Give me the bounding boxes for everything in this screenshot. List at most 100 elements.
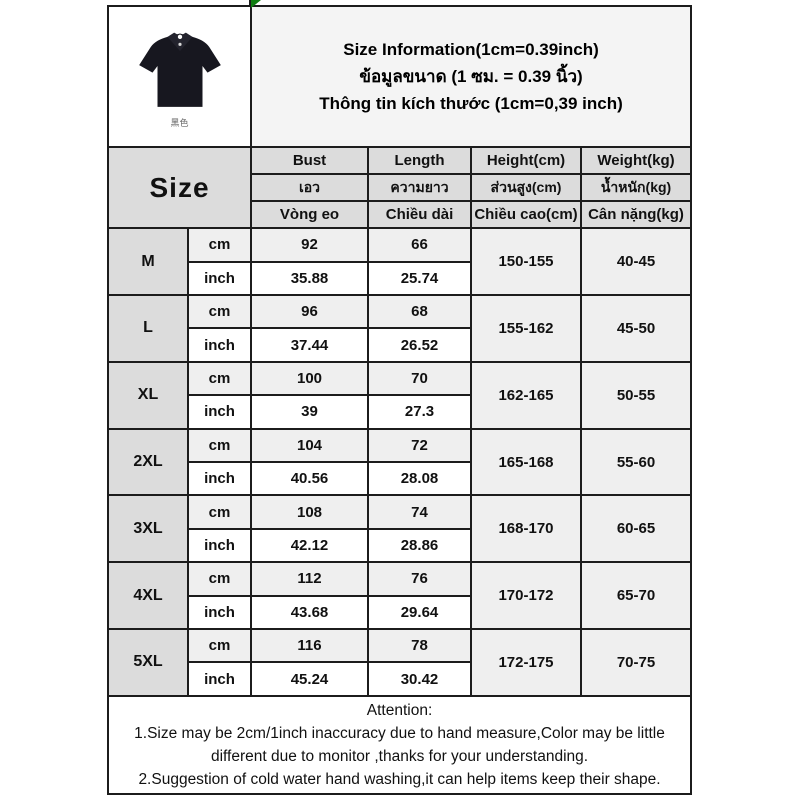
col-head-length-en: Length bbox=[367, 145, 472, 176]
length-inch-cell: 29.64 bbox=[367, 594, 472, 630]
bust-cm-cell: 112 bbox=[250, 561, 369, 597]
unit-inch-cell: inch bbox=[187, 661, 252, 697]
size-row-2xl-inch: inch 40.56 28.08 bbox=[108, 461, 691, 497]
bust-cm-cell: 104 bbox=[250, 427, 369, 464]
weight-range-cell: 55-60 bbox=[579, 427, 693, 497]
height-range-cell: 162-165 bbox=[470, 360, 582, 430]
attention-note-1: 1.Size may be 2cm/1inch inaccuracy due t… bbox=[134, 724, 665, 765]
size-row-2xl-cm: 2XL cm 104 72 165-168 55-60 bbox=[107, 427, 693, 497]
length-inch-cell: 26.52 bbox=[367, 327, 472, 363]
col-head-length-vi: Chiều dài bbox=[367, 200, 472, 230]
col-head-height-en: Height(cm) bbox=[470, 145, 582, 176]
col-head-weight-th: น้ำหนัก(kg) bbox=[579, 173, 693, 203]
title-line-th: ข้อมูลขนาด (1 ซม. = 0.39 นิ้ว) bbox=[359, 66, 583, 86]
length-cm-cell: 76 bbox=[367, 561, 472, 597]
unit-inch-cell: inch bbox=[187, 260, 252, 297]
unit-cm-cell: cm bbox=[187, 561, 252, 597]
size-row-4xl-cm: 4XL cm 112 76 170-172 65-70 bbox=[107, 561, 693, 630]
header-row-en: Size Bust Length Height(cm) Weight(kg) bbox=[107, 145, 693, 230]
length-inch-cell: 28.86 bbox=[367, 527, 472, 564]
size-chart-table: 黑色 Size Information(1cm=0.39inch) ข้อมูล… bbox=[106, 5, 693, 796]
height-range-cell: 172-175 bbox=[470, 627, 582, 697]
col-head-weight-vi: Cân nặng(kg) bbox=[579, 200, 693, 230]
height-range-cell: 155-162 bbox=[470, 294, 582, 363]
title-line-en: Size Information(1cm=0.39inch) bbox=[343, 39, 599, 59]
size-row-xl-inch: inch 39 27.3 bbox=[108, 394, 691, 430]
height-range-cell: 165-168 bbox=[470, 427, 582, 497]
length-cm-cell: 70 bbox=[367, 360, 472, 397]
weight-range-cell: 45-50 bbox=[579, 294, 693, 363]
unit-cm-cell: cm bbox=[187, 627, 252, 664]
unit-cm-cell: cm bbox=[187, 427, 252, 464]
size-label-cell: 5XL bbox=[107, 627, 189, 697]
attention-note-2: 2.Suggestion of cold water hand washing,… bbox=[138, 770, 661, 788]
bust-cm-cell: 92 bbox=[250, 227, 369, 263]
length-cm-cell: 74 bbox=[367, 494, 472, 530]
height-range-cell: 170-172 bbox=[470, 561, 582, 630]
bust-inch-cell: 45.24 bbox=[250, 661, 369, 697]
top-divider-stub bbox=[249, 0, 251, 7]
col-head-height-vi: Chiều cao(cm) bbox=[470, 200, 582, 230]
attention-row: Attention: 1.Size may be 2cm/1inch inacc… bbox=[106, 694, 693, 796]
weight-range-cell: 60-65 bbox=[579, 494, 693, 564]
product-image-cell: 黑色 bbox=[107, 5, 252, 148]
bust-cm-cell: 108 bbox=[250, 494, 369, 530]
bust-cm-cell: 100 bbox=[250, 360, 369, 397]
size-row-4xl-inch: inch 43.68 29.64 bbox=[108, 594, 691, 630]
size-row-xl-cm: XL cm 100 70 162-165 50-55 bbox=[107, 360, 693, 430]
col-head-bust-vi: Vòng eo bbox=[250, 200, 369, 230]
title-line-vi: Thông tin kích thước (1cm=0,39 inch) bbox=[319, 93, 623, 113]
size-label-cell: 4XL bbox=[107, 561, 189, 630]
size-row-5xl-inch: inch 45.24 30.42 bbox=[108, 661, 691, 697]
bust-inch-cell: 39 bbox=[250, 394, 369, 430]
header-row-vi: Vòng eo Chiều dài Chiều cao(cm) Cân nặng… bbox=[108, 200, 693, 230]
bust-inch-cell: 43.68 bbox=[250, 594, 369, 630]
unit-inch-cell: inch bbox=[187, 394, 252, 430]
unit-inch-cell: inch bbox=[187, 461, 252, 497]
col-head-length-th: ความยาว bbox=[367, 173, 472, 203]
black-polo-shirt-icon bbox=[138, 32, 221, 107]
height-range-cell: 168-170 bbox=[470, 494, 582, 564]
bust-inch-cell: 42.12 bbox=[250, 527, 369, 564]
length-cm-cell: 78 bbox=[367, 627, 472, 664]
length-cm-cell: 68 bbox=[367, 294, 472, 330]
length-inch-cell: 28.08 bbox=[367, 461, 472, 497]
size-label-cell: 3XL bbox=[107, 494, 189, 564]
bust-inch-cell: 37.44 bbox=[250, 327, 369, 363]
bust-cm-cell: 96 bbox=[250, 294, 369, 330]
weight-range-cell: 40-45 bbox=[579, 227, 693, 297]
unit-inch-cell: inch bbox=[187, 527, 252, 564]
bust-cm-cell: 116 bbox=[250, 627, 369, 664]
product-photo: 黑色 bbox=[110, 25, 249, 128]
length-inch-cell: 25.74 bbox=[367, 260, 472, 297]
bust-inch-cell: 40.56 bbox=[250, 461, 369, 497]
length-inch-cell: 30.42 bbox=[367, 661, 472, 697]
length-cm-cell: 66 bbox=[367, 227, 472, 263]
col-head-bust-th: เอว bbox=[250, 173, 369, 203]
unit-cm-cell: cm bbox=[187, 494, 252, 530]
weight-range-cell: 70-75 bbox=[579, 627, 693, 697]
attention-heading: Attention: bbox=[366, 701, 433, 719]
size-row-3xl-cm: 3XL cm 108 74 168-170 60-65 bbox=[107, 494, 693, 564]
size-label-cell: XL bbox=[107, 360, 189, 430]
title-row: 黑色 Size Information(1cm=0.39inch) ข้อมูล… bbox=[107, 5, 693, 148]
size-heading-cell: Size bbox=[107, 145, 252, 230]
size-row-l-inch: inch 37.44 26.52 bbox=[108, 327, 691, 363]
weight-range-cell: 50-55 bbox=[579, 360, 693, 430]
height-range-cell: 150-155 bbox=[470, 227, 582, 297]
col-head-bust-en: Bust bbox=[250, 145, 369, 176]
green-corner-artifact bbox=[251, 0, 261, 8]
size-info-title-cell: Size Information(1cm=0.39inch) ข้อมูลขนา… bbox=[249, 5, 693, 148]
unit-cm-cell: cm bbox=[187, 360, 252, 397]
col-head-height-th: ส่วนสูง(cm) bbox=[470, 173, 582, 203]
bust-inch-cell: 35.88 bbox=[250, 260, 369, 297]
product-color-caption: 黑色 bbox=[170, 117, 189, 128]
unit-inch-cell: inch bbox=[187, 594, 252, 630]
col-head-weight-en: Weight(kg) bbox=[579, 145, 693, 176]
header-row-th: เอว ความยาว ส่วนสูง(cm) น้ำหนัก(kg) bbox=[108, 173, 693, 203]
length-inch-cell: 27.3 bbox=[367, 394, 472, 430]
